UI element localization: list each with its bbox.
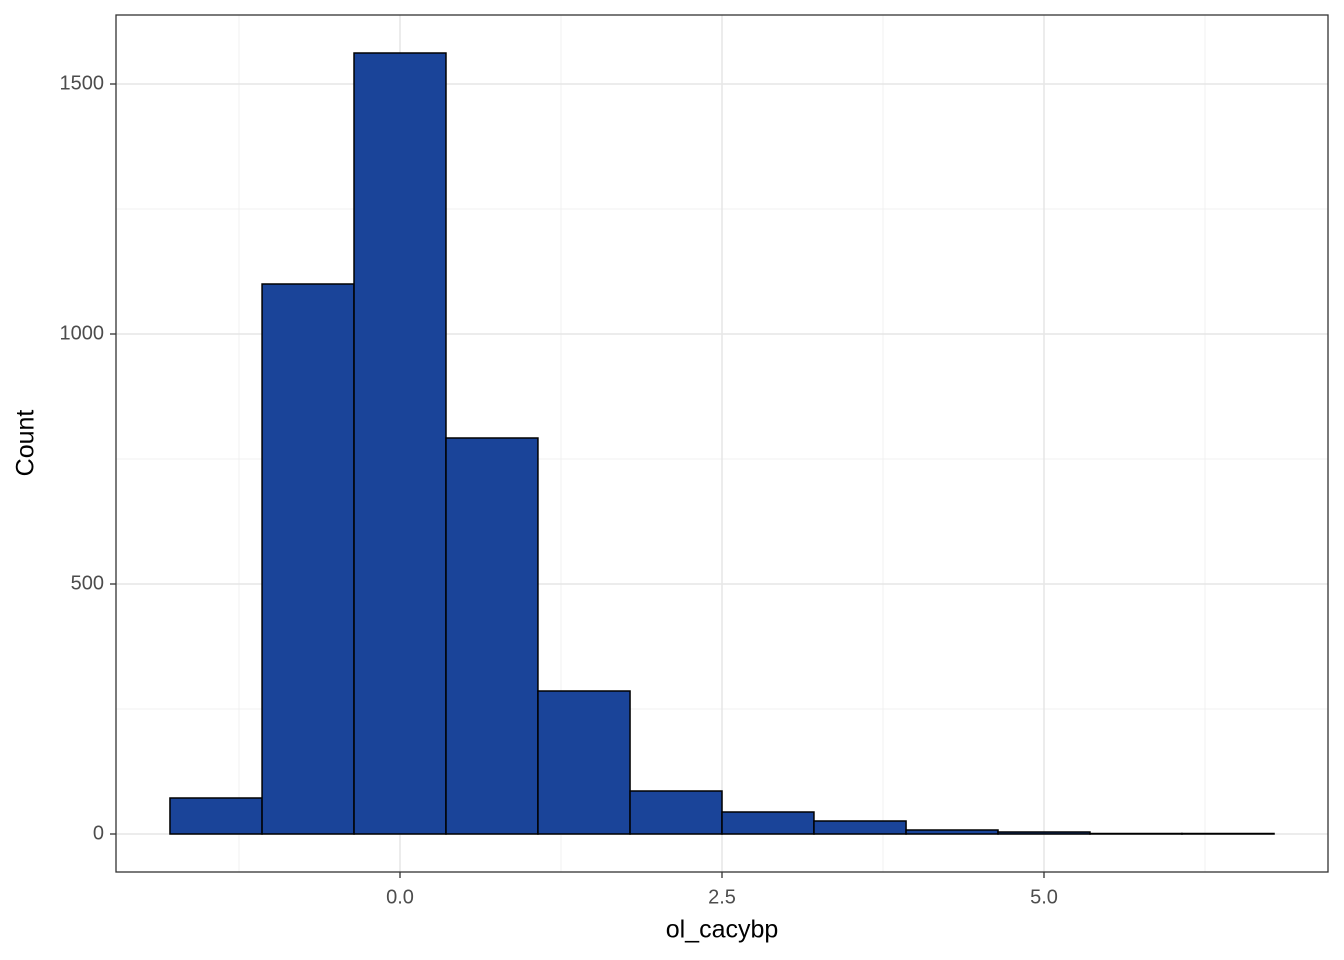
bar bbox=[169, 797, 263, 835]
bar bbox=[721, 811, 815, 835]
bar bbox=[997, 831, 1091, 835]
bar bbox=[629, 790, 723, 835]
y-tick-label: 1500 bbox=[60, 72, 105, 94]
y-tick-label: 500 bbox=[71, 572, 104, 594]
x-tick-label: 5.0 bbox=[1030, 886, 1058, 908]
y-tick-label: 1000 bbox=[60, 322, 105, 344]
plot-border bbox=[115, 14, 1329, 873]
bar bbox=[1181, 832, 1275, 835]
x-tick-label: 2.5 bbox=[708, 886, 736, 908]
bar bbox=[905, 829, 999, 835]
x-tick-label: 0.0 bbox=[386, 886, 414, 908]
bar bbox=[1089, 832, 1183, 835]
bar bbox=[537, 690, 631, 835]
bar bbox=[353, 52, 447, 835]
y-tick-label: 0 bbox=[93, 822, 104, 844]
bar bbox=[813, 820, 907, 835]
bar bbox=[261, 283, 355, 835]
x-axis-title: ol_cacybp bbox=[666, 916, 779, 944]
y-axis-title: Count bbox=[12, 410, 40, 477]
bar bbox=[445, 437, 539, 835]
